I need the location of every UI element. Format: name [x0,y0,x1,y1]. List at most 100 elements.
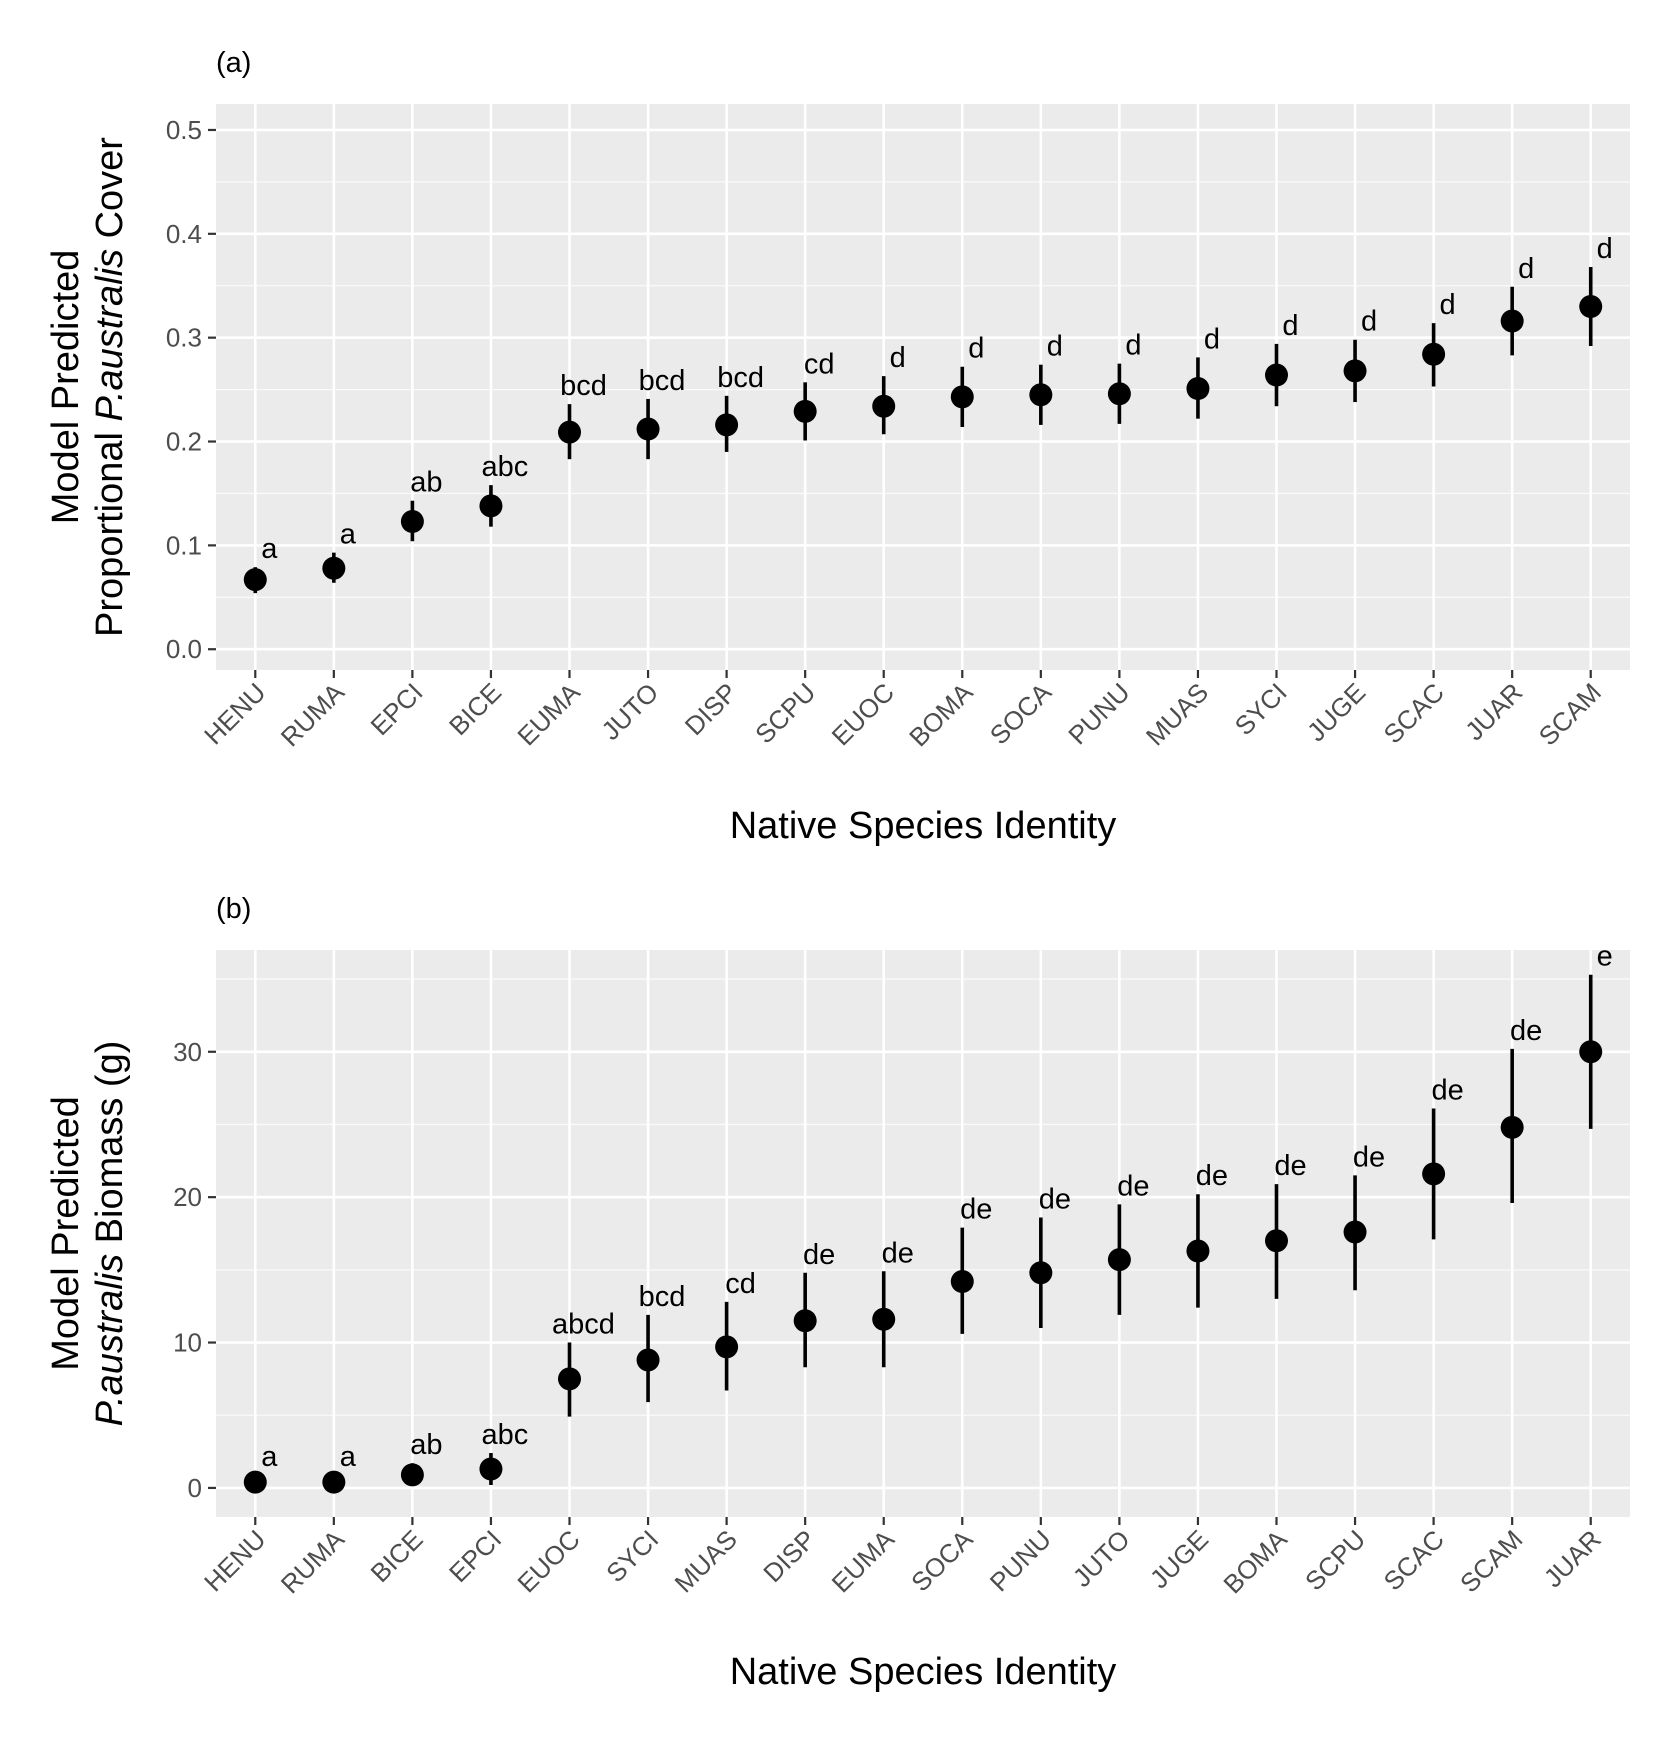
data-point-punu [1029,1261,1053,1285]
significance-letter: bcd [639,1281,686,1313]
data-point-ruma [322,1470,346,1494]
data-point-juar [1579,1040,1603,1064]
significance-letter: e [1597,941,1613,973]
data-point-scam [1579,295,1603,319]
x-tick-label-scpu: SCPU [749,677,821,749]
significance-letter: d [1597,233,1613,265]
data-point-juge [1343,359,1367,383]
x-tick-label-syci: SYCI [1229,677,1293,741]
data-point-epci [400,509,424,533]
x-axis-title: Native Species Identity [730,805,1117,847]
data-point-scpu [793,399,817,423]
x-tick-label-epci: EPCI [443,1524,507,1588]
significance-letter: ab [410,1429,442,1461]
y-axis-title-species: P.australis [89,249,131,422]
significance-letter: cd [804,348,835,380]
significance-letter: de [1117,1170,1149,1202]
significance-letter: de [1510,1015,1542,1047]
data-point-juto [1107,1248,1131,1272]
significance-letter: bcd [639,365,686,397]
significance-letter: abcd [552,1309,615,1341]
data-point-bice [400,1463,424,1487]
y-axis-title-suffix: Biomass (g) [89,1041,131,1254]
x-tick-label-punu: PUNU [984,1524,1057,1597]
x-tick-label-juge: JUGE [1301,677,1371,747]
data-point-henu [243,1470,267,1494]
data-point-muas [715,1335,739,1359]
x-tick-label-scam: SCAM [1533,677,1607,751]
significance-letter: de [1196,1160,1228,1192]
data-point-henu [243,568,267,592]
panel-label: (b) [216,893,251,925]
y-tick-label: 0 [188,1473,202,1503]
data-point-boma [1265,1229,1288,1253]
data-point-scam [1500,1115,1524,1139]
significance-letter: de [1039,1184,1071,1216]
data-point-ruma [322,556,346,580]
y-tick-label: 0.0 [166,634,202,664]
x-tick-label-bice: BICE [365,1524,429,1588]
significance-letter: de [882,1237,914,1269]
data-point-juto [636,417,660,441]
x-tick-label-euma: EUMA [511,677,586,752]
significance-letter: d [1282,310,1298,342]
y-axis-title-suffix: Cover [89,137,131,249]
x-tick-label-euma: EUMA [826,1524,901,1599]
y-tick-label: 10 [173,1328,202,1358]
y-axis-title-line1: Model Predicted [45,250,87,525]
data-point-scpu [1343,1220,1367,1244]
data-point-syci [636,1348,660,1372]
significance-letter: d [1361,306,1377,338]
significance-letter: de [960,1194,992,1226]
significance-letter: a [340,1441,357,1473]
x-tick-label-scac: SCAC [1378,1524,1450,1596]
significance-letter: cd [725,1268,756,1300]
x-tick-label-ruma: RUMA [275,1524,351,1600]
data-point-soca [950,1269,974,1293]
x-tick-label-juar: JUAR [1538,1524,1607,1593]
x-tick-label-boma: BOMA [1217,1524,1293,1600]
data-point-scac [1422,1162,1446,1186]
x-tick-label-bice: BICE [443,677,507,741]
significance-letter: a [261,533,278,565]
significance-letter: d [1125,330,1141,362]
data-point-juar [1500,309,1524,333]
data-point-disp [793,1309,817,1333]
x-tick-label-euoc: EUOC [826,677,900,751]
data-point-scac [1422,342,1446,366]
significance-letter: d [890,342,906,374]
data-point-syci [1265,363,1288,387]
y-axis-title-species: P.australis [89,1254,131,1427]
data-point-euoc [872,394,896,418]
x-tick-label-juar: JUAR [1459,677,1528,746]
significance-letter: d [1204,323,1220,355]
x-tick-label-epci: EPCI [365,677,429,741]
significance-letter: de [1431,1074,1463,1106]
y-tick-label: 0.3 [166,323,202,353]
x-tick-label-ruma: RUMA [275,677,351,753]
x-tick-label-muas: MUAS [1140,677,1214,751]
x-tick-label-disp: DISP [757,1524,821,1588]
panel-label: (a) [216,47,251,79]
data-point-punu [1107,382,1131,406]
y-axis-title-prefix: Proportional [89,421,131,636]
significance-letter: de [1353,1141,1385,1173]
y-tick-label: 20 [173,1182,202,1212]
x-tick-label-euoc: EUOC [511,1524,585,1598]
x-tick-label-scac: SCAC [1378,677,1450,749]
x-tick-label-scpu: SCPU [1299,1524,1371,1596]
significance-letter: bcd [717,362,764,394]
significance-letter: abc [482,451,529,483]
significance-letter: d [1518,253,1534,285]
significance-letter: ab [410,467,442,499]
x-tick-label-juto: JUTO [1067,1524,1136,1593]
y-axis-title-line2: P.australis Biomass (g) [89,1041,131,1427]
data-point-disp [715,413,739,437]
significance-letter: a [340,519,357,551]
x-tick-label-henu: HENU [198,677,271,750]
data-point-bice [479,494,503,518]
y-tick-label: 0.1 [166,530,202,560]
y-axis-title-line1: Model Predicted [45,1096,87,1371]
